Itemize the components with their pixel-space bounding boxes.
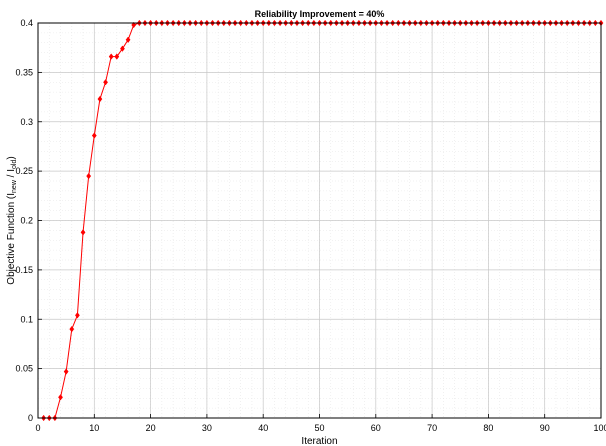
x-tick-label: 40 bbox=[258, 423, 268, 433]
y-tick-label: 0.05 bbox=[15, 364, 33, 374]
y-axis-title-sub2: old bbox=[11, 160, 18, 169]
data-point bbox=[120, 45, 125, 52]
x-tick-label: 100 bbox=[593, 423, 606, 433]
y-tick-labels: 0 0.05 0.1 0.15 0.2 0.25 0.3 0.35 0.4 bbox=[15, 18, 33, 423]
x-tick-label: 30 bbox=[202, 423, 212, 433]
x-tick-label: 0 bbox=[35, 423, 40, 433]
x-tick-label: 80 bbox=[483, 423, 493, 433]
y-tick-label: 0.2 bbox=[20, 216, 33, 226]
data-point bbox=[69, 325, 75, 333]
y-tick-label: 0.3 bbox=[20, 117, 33, 127]
chart-title: Reliability Improvement = 40% bbox=[255, 9, 385, 19]
y-axis-title-end: ) bbox=[6, 156, 17, 159]
data-point bbox=[131, 21, 137, 29]
y-axis-title-main: Objective Function (I bbox=[6, 193, 17, 285]
x-tick-label: 70 bbox=[427, 423, 437, 433]
y-axis-title-sub1: new bbox=[11, 179, 18, 193]
x-tick-label: 60 bbox=[371, 423, 381, 433]
data-point bbox=[91, 132, 97, 139]
y-tick-label: 0.25 bbox=[15, 166, 33, 176]
y-tick-label: 0.35 bbox=[15, 67, 33, 77]
data-point bbox=[74, 312, 80, 319]
data-point bbox=[103, 79, 108, 86]
axis-ticks bbox=[37, 22, 602, 419]
y-tick-label: 0.15 bbox=[15, 265, 33, 275]
data-point bbox=[63, 368, 69, 375]
data-point bbox=[125, 36, 131, 44]
x-tick-label: 20 bbox=[146, 423, 156, 433]
data-point bbox=[86, 172, 92, 180]
y-axis-title: Objective Function (Inew / Iold) bbox=[6, 156, 18, 284]
y-tick-label: 0.4 bbox=[20, 18, 33, 28]
x-tick-label: 50 bbox=[314, 423, 324, 433]
y-tick-label: 0 bbox=[28, 413, 33, 423]
data-point bbox=[114, 53, 120, 60]
x-tick-labels: 0 10 20 30 40 50 60 70 80 90 100 bbox=[35, 423, 606, 433]
y-axis-title-mid: / I bbox=[6, 169, 17, 180]
data-point bbox=[97, 95, 103, 103]
x-tick-label: 10 bbox=[89, 423, 99, 433]
data-point bbox=[80, 229, 86, 236]
data-point bbox=[108, 53, 114, 60]
y-tick-label: 0.1 bbox=[20, 314, 33, 324]
data-point bbox=[58, 394, 63, 401]
x-tick-label: 90 bbox=[540, 423, 550, 433]
x-axis-title: Iteration bbox=[301, 436, 337, 446]
